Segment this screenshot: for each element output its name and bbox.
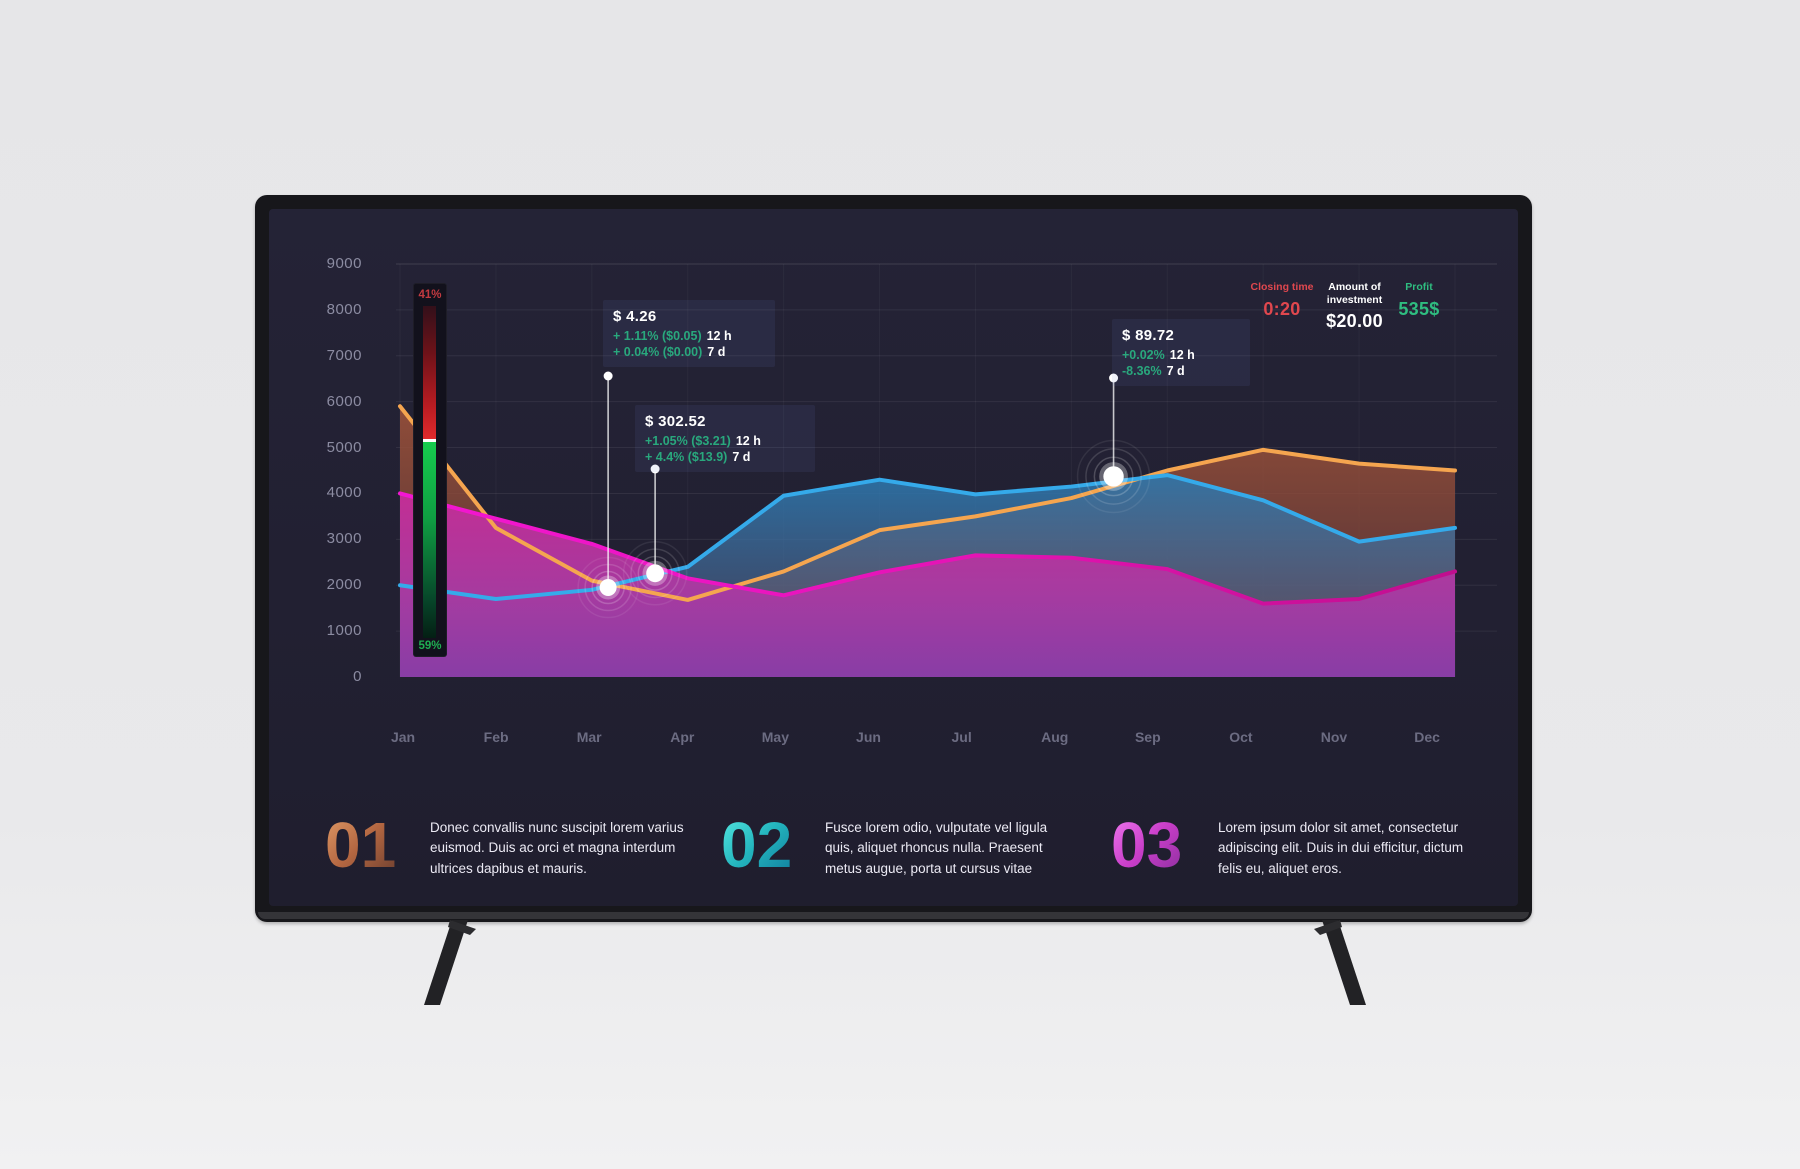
- tv-right-leg: [1322, 920, 1366, 1005]
- tooltip-change-12h: +1.05% ($3.21): [645, 434, 731, 448]
- x-axis-month: Mar: [576, 729, 602, 745]
- x-axis-month: May: [761, 729, 790, 745]
- gauge-red-segment: [423, 306, 436, 439]
- marker-ring: [1076, 439, 1151, 514]
- y-axis-tick: 1000: [326, 622, 362, 640]
- tooltip-change-7d: -8.36%: [1122, 364, 1162, 378]
- tooltip-period-12h: 12 h: [735, 434, 761, 448]
- stat-profit: Profit 535$: [1384, 281, 1454, 320]
- y-axis-tick: 2000: [326, 576, 362, 594]
- tooltip-period-12h: 12 h: [706, 329, 732, 343]
- ratio-gauge: 41% 59%: [413, 283, 447, 657]
- y-axis-tick: 3000: [326, 530, 362, 548]
- y-axis-tick: 4000: [326, 484, 362, 502]
- x-axis-month: Dec: [1414, 729, 1440, 745]
- y-axis-tick: 0: [353, 668, 362, 685]
- section-text-01: Donec convallis nunc suscipit lorem vari…: [430, 820, 684, 876]
- tooltip-period-7d: 7 d: [732, 450, 751, 464]
- line-amber: [398, 404, 1457, 602]
- x-axis-month: Nov: [1320, 729, 1348, 745]
- tooltip-period-7d: 7 d: [707, 345, 726, 359]
- chart-marker-1: [599, 579, 617, 597]
- y-axis-tick: 7000: [326, 346, 362, 364]
- section-text-03: Lorem ipsum dolor sit amet, consectetur …: [1218, 820, 1464, 876]
- performance-area-chart: [396, 263, 1497, 677]
- marker-ring: [630, 548, 681, 599]
- tooltip-price-2: $ 302.52 +1.05% ($3.21) 12 h + 4.4% ($13.…: [635, 405, 815, 472]
- stem-dot: [1109, 373, 1119, 383]
- marker-ring: [637, 555, 673, 591]
- stem-dot: [650, 464, 660, 474]
- marker-ring: [577, 556, 639, 619]
- marker-ring: [584, 563, 632, 612]
- x-axis-month: Jan: [390, 729, 416, 745]
- marker-ring: [1093, 456, 1134, 497]
- line-blue: [398, 473, 1457, 601]
- marker-ring: [1085, 448, 1142, 505]
- gauge-bar: [423, 306, 436, 638]
- stat-label: Amount of investment: [1326, 281, 1383, 306]
- section-text-02: Fusce lorem odio, vulputate vel ligula q…: [825, 820, 1048, 876]
- stat-value: 0:20: [1263, 298, 1301, 319]
- tooltip-price: $ 89.72: [1122, 327, 1175, 344]
- y-axis-tick: 8000: [326, 300, 362, 318]
- stat-label: Closing time: [1250, 281, 1314, 293]
- x-axis-month: Jul: [951, 729, 972, 745]
- x-axis-month: Apr: [670, 729, 695, 745]
- y-axis-tick: 6000: [326, 392, 362, 410]
- stat-closing-time: Closing time 0:20: [1242, 281, 1322, 320]
- chart-marker-3: [1103, 466, 1124, 487]
- tooltip-change-12h: + 1.11% ($0.05): [613, 329, 702, 343]
- stat-amount-investment: Amount of investment $20.00: [1307, 281, 1402, 332]
- x-axis-month: Aug: [1041, 729, 1069, 745]
- x-axis-month: Feb: [483, 729, 509, 745]
- tv-bottom-bezel: [258, 912, 1529, 919]
- x-axis-month: Jun: [856, 729, 881, 745]
- section-number-01: 01: [325, 809, 397, 881]
- area-magenta: [400, 493, 1455, 677]
- tooltip-price: $ 302.52: [645, 413, 706, 430]
- tv-legs: [424, 920, 1366, 1005]
- section-number-02: 02: [721, 809, 793, 881]
- tooltip-price-1: $ 4.26 + 1.11% ($0.05) 12 h + 0.04% ($0.0…: [603, 300, 775, 367]
- stem-dot: [603, 371, 613, 381]
- marker-ring: [591, 570, 625, 605]
- x-axis-month: Oct: [1229, 729, 1253, 745]
- gauge-separator: [423, 438, 436, 442]
- tooltip-change-12h: +0.02%: [1122, 348, 1165, 362]
- tooltip-change-7d: + 0.04% ($0.00): [613, 345, 703, 359]
- gauge-top-label: 41%: [418, 289, 442, 301]
- section-number-03: 03: [1111, 809, 1183, 881]
- chart-marker-2: [646, 564, 665, 583]
- stat-value: $20.00: [1326, 311, 1383, 332]
- x-axis-month: Sep: [1134, 729, 1161, 745]
- gauge-green-segment: [423, 441, 436, 638]
- stat-label: Profit: [1405, 281, 1433, 293]
- y-axis-tick: 9000: [326, 255, 362, 272]
- gauge-bottom-label: 59%: [418, 640, 442, 652]
- tooltip-period-12h: 12 h: [1169, 348, 1195, 362]
- tv-left-leg: [424, 920, 468, 1005]
- dashboard-screen: 9000 8000 7000 6000 5000 4000 3000 2000 1000 0 Ja…: [269, 209, 1518, 906]
- marker-ring: [622, 541, 688, 606]
- y-axis-tick: 5000: [326, 438, 362, 456]
- tooltip-period-7d: 7 d: [1166, 364, 1185, 378]
- tooltip-change-7d: + 4.4% ($13.9): [645, 450, 728, 464]
- tooltip-price-3: $ 89.72 +0.02% 12 h -8.36% 7 d: [1112, 319, 1250, 386]
- tv-frame: 9000 8000 7000 6000 5000 4000 3000 2000 1000 0 Ja…: [255, 195, 1532, 922]
- line-magenta: [398, 491, 1457, 606]
- tooltip-price: $ 4.26: [613, 308, 657, 325]
- stat-value: 535$: [1398, 298, 1440, 319]
